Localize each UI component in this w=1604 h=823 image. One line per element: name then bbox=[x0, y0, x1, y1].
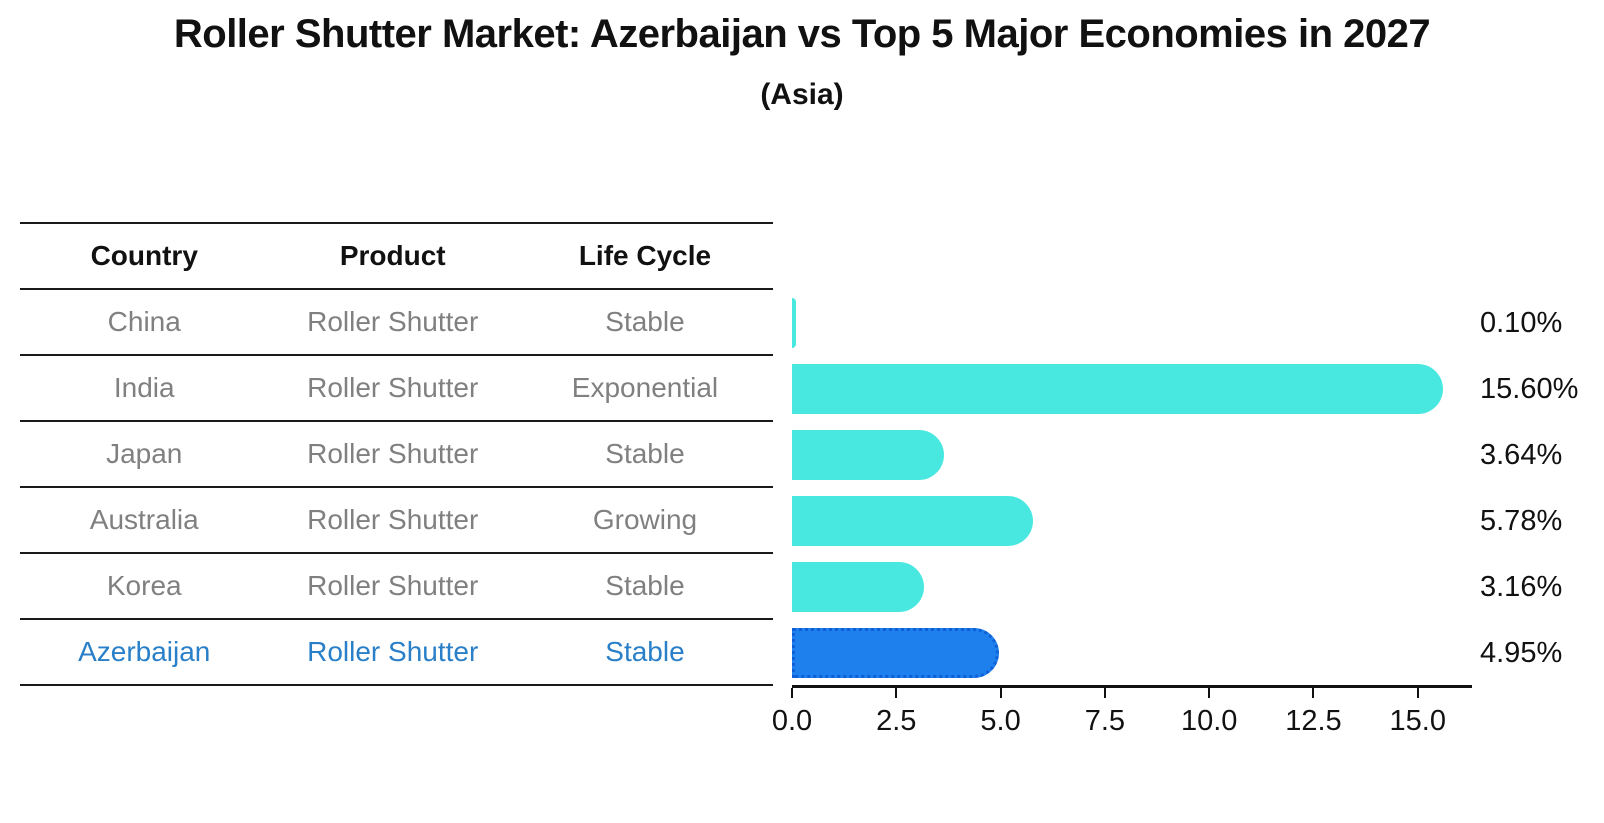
cell-product: Roller Shutter bbox=[307, 504, 479, 535]
cell-product: Roller Shutter bbox=[307, 306, 479, 337]
value-label-azerbaijan: 4.95% bbox=[1480, 636, 1563, 669]
value-label-japan: 3.64% bbox=[1480, 438, 1563, 471]
x-axis-tick bbox=[791, 688, 793, 698]
x-tick-label: 7.5 bbox=[1084, 705, 1126, 737]
value-label-australia: 5.78% bbox=[1480, 504, 1563, 537]
x-tick-label: 15.0 bbox=[1389, 705, 1446, 737]
x-axis-tick bbox=[1103, 688, 1106, 698]
bar-australia bbox=[792, 496, 1034, 546]
value-label-china: 0.10% bbox=[1480, 306, 1563, 339]
bar-row-korea bbox=[792, 554, 1472, 620]
bar-row-japan bbox=[792, 422, 1472, 488]
chart-subtitle: (Asia) bbox=[760, 78, 844, 111]
column-header-product: Product bbox=[339, 240, 446, 271]
cell-country: India bbox=[113, 372, 175, 403]
cell-life-cycle: Stable bbox=[605, 438, 685, 469]
table-row-india: India Roller Shutter Exponential bbox=[20, 356, 773, 422]
chart-title: Roller Shutter Market: Azerbaijan vs Top… bbox=[173, 12, 1431, 56]
x-tick-label: 2.5 bbox=[876, 705, 917, 737]
bar-row-azerbaijan bbox=[792, 620, 1472, 686]
cell-country: Korea bbox=[106, 570, 182, 601]
cell-country: Azerbaijan bbox=[78, 636, 211, 667]
bar-azerbaijan bbox=[792, 628, 999, 678]
x-tick-label: 0.0 bbox=[771, 705, 813, 737]
bar-row-australia bbox=[792, 488, 1472, 554]
x-tick-label: 10.0 bbox=[1180, 705, 1238, 737]
table-row-japan: Japan Roller Shutter Stable bbox=[20, 422, 773, 488]
value-label-india: 15.60% bbox=[1480, 372, 1579, 405]
cell-life-cycle: Growing bbox=[592, 504, 698, 535]
bar-japan bbox=[792, 430, 944, 480]
cell-country: China bbox=[107, 306, 181, 337]
x-axis-tick bbox=[999, 688, 1002, 698]
bar-korea bbox=[792, 562, 924, 612]
cell-product: Roller Shutter bbox=[307, 372, 479, 403]
x-axis-tick bbox=[895, 688, 898, 698]
cell-product: Roller Shutter bbox=[307, 636, 479, 667]
bar-chart: 0.0 2.5 5.0 7.5 10.0 12.5 15.0 bbox=[772, 290, 1472, 737]
cell-life-cycle: Stable bbox=[605, 636, 685, 667]
value-labels-column: 0.10% 15.60% 3.64% 5.78% 3.16% 4.95% bbox=[1480, 290, 1604, 686]
cell-product: Roller Shutter bbox=[307, 438, 479, 469]
table-row-azerbaijan: Azerbaijan Roller Shutter Stable bbox=[20, 620, 773, 686]
country-table: Country Product Life Cycle China Roller … bbox=[20, 222, 773, 686]
cell-country: Australia bbox=[89, 504, 199, 535]
x-tick-label: 5.0 bbox=[980, 705, 1021, 737]
cell-life-cycle: Stable bbox=[605, 306, 685, 337]
bar-row-china bbox=[792, 290, 1472, 356]
column-header-country: Country bbox=[90, 240, 198, 271]
x-axis-tick bbox=[1208, 688, 1211, 698]
x-axis-line bbox=[792, 685, 1472, 688]
x-axis-tick bbox=[1312, 688, 1315, 698]
table-row-australia: Australia Roller Shutter Growing bbox=[20, 488, 773, 554]
bar-row-india bbox=[792, 356, 1472, 422]
table-row-korea: Korea Roller Shutter Stable bbox=[20, 554, 773, 620]
table-header-row: Country Product Life Cycle bbox=[20, 222, 773, 290]
table-row-china: China Roller Shutter Stable bbox=[20, 290, 773, 356]
column-header-life-cycle: Life Cycle bbox=[578, 240, 712, 271]
cell-life-cycle: Stable bbox=[605, 570, 685, 601]
value-label-korea: 3.16% bbox=[1480, 570, 1563, 603]
cell-country: Japan bbox=[106, 438, 183, 469]
bar-india bbox=[792, 364, 1443, 414]
cell-product: Roller Shutter bbox=[307, 570, 479, 601]
bar-china bbox=[792, 298, 797, 348]
x-axis-tick bbox=[1416, 688, 1419, 698]
cell-life-cycle: Exponential bbox=[571, 372, 719, 403]
x-tick-label: 12.5 bbox=[1285, 705, 1342, 737]
